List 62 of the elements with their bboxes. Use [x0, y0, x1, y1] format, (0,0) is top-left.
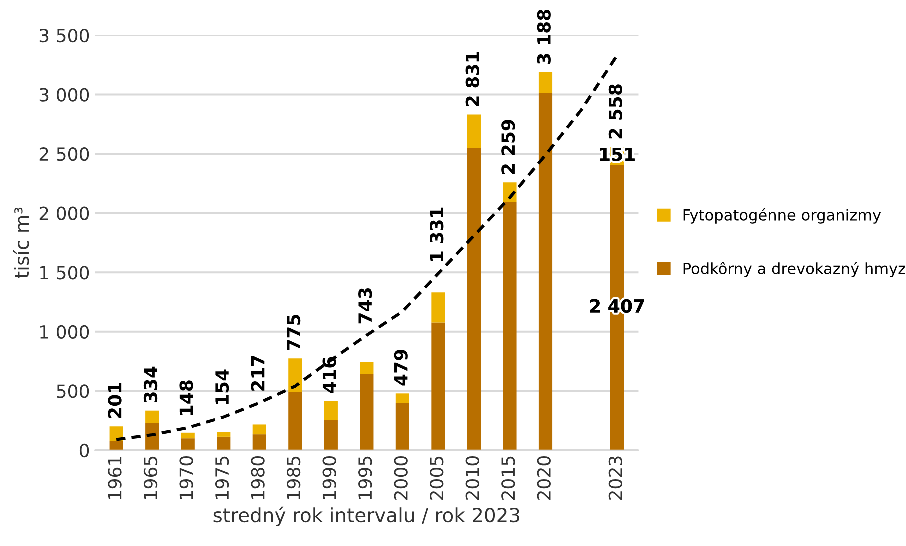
bar [146, 410, 160, 424]
total-label: 201 [108, 383, 122, 418]
total-label: 148 [180, 380, 194, 416]
y-tick-label: 0 [80, 444, 90, 458]
total-label: 2 259 [502, 120, 516, 174]
bar [538, 72, 553, 94]
total-label: 217 [251, 356, 265, 391]
total-label: 743 [358, 288, 372, 324]
bar [324, 420, 338, 450]
x-tick-label: 1970 [180, 456, 194, 500]
total-label: 2 558 [608, 84, 623, 139]
x-tick-label: 2000 [394, 456, 408, 500]
y-tick-label: 3 000 [40, 88, 90, 102]
x-tick-label: 2023 [608, 456, 623, 500]
total-label: 2 831 [466, 52, 480, 106]
legend-label: Fytopatogénne organizmy [684, 208, 882, 224]
bar [503, 202, 517, 450]
bar [360, 362, 374, 374]
x-tick-label: 1975 [215, 456, 230, 500]
bar [110, 440, 124, 450]
bar [467, 114, 482, 148]
total-label: 1 331 [430, 208, 444, 262]
total-label: 334 [144, 366, 158, 403]
total-label: 775 [287, 315, 301, 350]
total-label: 154 [216, 370, 230, 405]
x-tick-label: 1980 [251, 456, 265, 500]
y-tick-label: 3 500 [40, 28, 90, 43]
bar [360, 374, 374, 450]
bar [288, 358, 302, 392]
x-tick-label: 2015 [502, 456, 516, 500]
bar [538, 93, 553, 450]
bar [467, 148, 482, 450]
bar [396, 394, 410, 404]
x-tick-label: 1985 [286, 456, 301, 500]
total-label: 3 188 [537, 10, 551, 64]
bar [324, 401, 338, 420]
x-tick-label: 1965 [144, 456, 158, 500]
legend-label: Podkôrny a drevokazný hmyz [684, 262, 906, 278]
y-tick-label: 2 000 [40, 206, 90, 220]
bar [252, 434, 266, 450]
bar [181, 438, 195, 450]
x-tick-label: 1995 [358, 456, 372, 500]
total-label: 479 [394, 350, 408, 386]
bar [432, 322, 446, 450]
y-tick-label: 500 [57, 384, 90, 398]
bar [217, 436, 231, 450]
x-axis-title: stredný rok intervalu / rok 2023 [214, 506, 520, 526]
bar [288, 392, 302, 450]
x-tick-label: 2005 [430, 456, 444, 500]
y-tick-label: 2 500 [40, 148, 90, 162]
x-tick-label: 1990 [322, 456, 336, 500]
y-tick-label: 1 500 [40, 266, 90, 280]
bar [217, 432, 231, 437]
y-tick-label: 1 000 [40, 325, 90, 340]
bar [252, 424, 266, 435]
bar [396, 403, 410, 450]
x-tick-label: 1961 [108, 456, 122, 500]
y-axis-title: tisíc m³ [13, 208, 30, 279]
x-tick-label: 2020 [537, 456, 551, 500]
bar [432, 292, 446, 323]
bar [181, 432, 195, 439]
x-tick-label: 2010 [466, 456, 480, 500]
